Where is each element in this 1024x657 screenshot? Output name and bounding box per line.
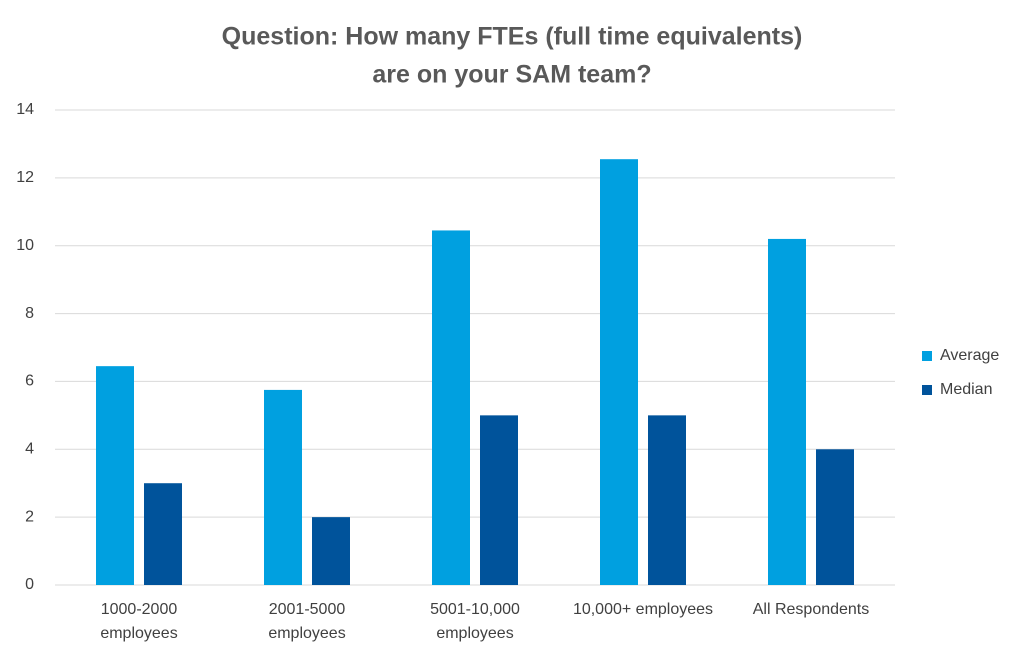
bar (264, 389, 302, 585)
x-tick-label: All Respondents (753, 601, 870, 618)
legend-swatch (922, 351, 932, 361)
y-tick-label: 12 (16, 169, 34, 186)
bar (600, 159, 638, 586)
y-tick-label: 6 (25, 373, 34, 390)
x-tick-label: 1000-2000 (101, 601, 178, 618)
chart-title: are on your SAM team? (372, 61, 651, 89)
bar (312, 517, 350, 585)
bar (816, 449, 854, 585)
x-tick-label: employees (436, 625, 513, 642)
y-tick-label: 2 (25, 508, 34, 525)
bar (96, 366, 134, 585)
x-tick-label: 10,000+ employees (573, 601, 713, 618)
y-tick-label: 14 (16, 101, 34, 118)
bar (432, 230, 470, 586)
x-tick-label: employees (268, 625, 345, 642)
y-tick-label: 4 (25, 441, 34, 458)
x-tick-label: employees (100, 625, 177, 642)
legend-label: Median (940, 381, 992, 398)
y-tick-label: 8 (25, 305, 34, 322)
chart-title: Question: How many FTEs (full time equiv… (222, 23, 803, 51)
x-tick-label: 5001-10,000 (430, 601, 520, 618)
bar (144, 483, 182, 585)
legend-swatch (922, 385, 932, 395)
y-tick-label: 0 (25, 576, 34, 593)
bar (480, 415, 518, 585)
x-tick-label: 2001-5000 (269, 601, 346, 618)
legend-label: Average (940, 347, 999, 364)
bar (648, 415, 686, 585)
y-tick-label: 10 (16, 237, 34, 254)
bar (768, 238, 806, 585)
